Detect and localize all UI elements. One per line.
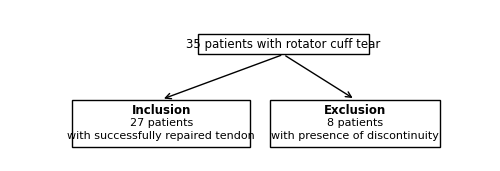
Text: with successfully repaired tendon: with successfully repaired tendon [68, 131, 255, 141]
Text: 35 patients with rotator cuff tear: 35 patients with rotator cuff tear [186, 38, 380, 51]
Text: with presence of discontinuity: with presence of discontinuity [271, 131, 439, 141]
Text: Inclusion: Inclusion [132, 104, 191, 117]
FancyBboxPatch shape [198, 34, 368, 54]
Text: Exclusion: Exclusion [324, 104, 386, 117]
Text: 27 patients: 27 patients [130, 118, 193, 128]
FancyBboxPatch shape [72, 100, 250, 147]
Text: 8 patients: 8 patients [327, 118, 383, 128]
FancyBboxPatch shape [270, 100, 440, 147]
